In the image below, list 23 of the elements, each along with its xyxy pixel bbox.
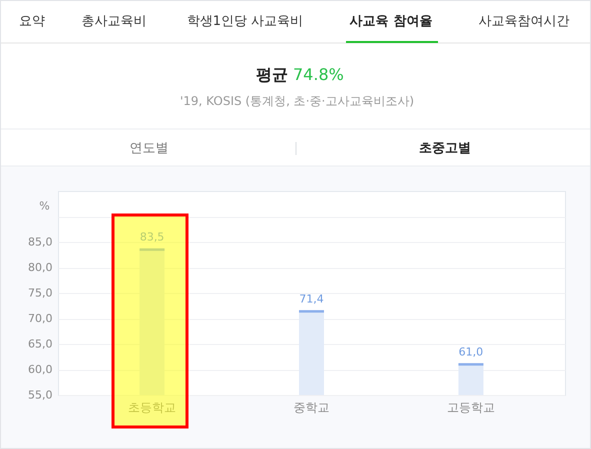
chart-title: 평균 74.8% (256, 65, 344, 84)
text: 총사교육비 (82, 14, 146, 29)
y-tick-label: 75,0 (28, 286, 52, 300)
text: 사교육 참여율 (350, 14, 432, 29)
x-tick-label: 중학교 (294, 400, 330, 414)
x-tick-label: 초등학교 (128, 400, 176, 414)
chart-subtitle: '19, KOSIS (통계청, 초·중·고사교육비조사) (180, 94, 414, 108)
y-tick-label: 65,0 (28, 338, 52, 350)
data-label: 83,5 (140, 230, 164, 244)
y-tick-label: 55,0 (28, 388, 52, 402)
text: 사교육참여시간 (478, 14, 570, 29)
text: 요약 (19, 14, 45, 29)
y-tick-label: 70,0 (28, 312, 52, 325)
data-label: 61,0 (458, 345, 484, 358)
y-tick-label: 60,0 (28, 363, 52, 376)
data-label: 71,4 (299, 292, 324, 306)
text: 초중고별 (419, 141, 471, 156)
x-tick-label: 고등학교 (446, 400, 495, 414)
y-axis-title: % (39, 200, 50, 212)
text: 연도별 (130, 141, 168, 156)
text: 학생1인당 사교육비 (186, 14, 304, 29)
y-tick-label: 85,0 (28, 236, 52, 248)
y-tick-label: 80,0 (28, 261, 52, 274)
